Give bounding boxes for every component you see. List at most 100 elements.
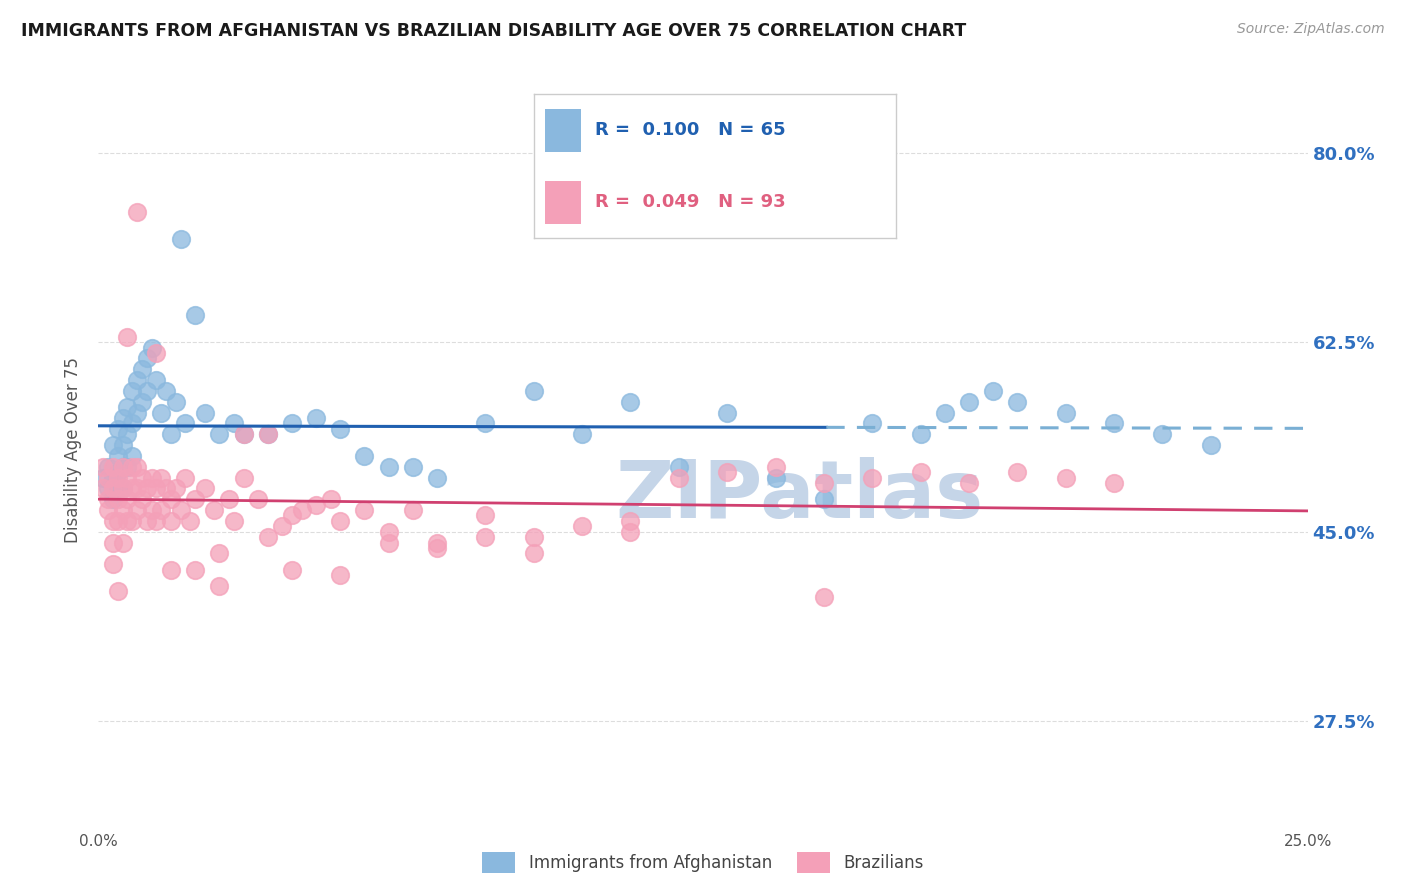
Point (981, 384, 1004, 398)
Point (111, 535, 134, 549)
Point (174, 417, 197, 431)
Point (934, 405, 956, 419)
Point (523, 546, 546, 560)
Point (97, 503, 120, 517)
Point (155, 481, 177, 495)
Point (141, 470, 163, 484)
Point (111, 459, 134, 474)
Point (813, 475, 835, 490)
Point (121, 514, 143, 528)
Point (174, 470, 197, 484)
Point (117, 400, 139, 414)
Point (97, 470, 120, 484)
Point (765, 459, 787, 474)
Point (910, 427, 932, 442)
Point (716, 465, 738, 479)
Point (111, 459, 134, 474)
Point (101, 470, 124, 484)
Y-axis label: Disability Age Over 75: Disability Age Over 75 (65, 358, 83, 543)
Point (141, 503, 163, 517)
Point (145, 514, 167, 528)
Point (101, 438, 124, 452)
Point (145, 481, 167, 495)
Point (619, 514, 641, 528)
Point (232, 470, 254, 484)
Point (101, 481, 124, 495)
Point (222, 417, 245, 431)
Point (107, 449, 129, 463)
Point (127, 459, 149, 474)
Text: Source: ZipAtlas.com: Source: ZipAtlas.com (1237, 22, 1385, 37)
Point (222, 514, 245, 528)
Point (107, 514, 129, 528)
Point (319, 492, 342, 507)
Point (474, 530, 496, 544)
Point (111, 411, 134, 425)
Point (860, 417, 883, 431)
Point (619, 394, 641, 409)
Point (194, 481, 217, 495)
Point (97, 481, 120, 495)
Point (329, 422, 352, 436)
Point (402, 459, 425, 474)
Point (281, 417, 304, 431)
Point (194, 405, 217, 419)
Point (208, 579, 231, 593)
Point (329, 568, 352, 582)
Point (150, 503, 173, 517)
Point (910, 465, 932, 479)
Point (474, 508, 496, 523)
Point (160, 427, 183, 442)
Point (271, 519, 294, 533)
Legend: Immigrants from Afghanistan, Brazilians: Immigrants from Afghanistan, Brazilians (475, 846, 931, 880)
Point (101, 459, 124, 474)
Point (169, 232, 191, 246)
Point (813, 590, 835, 604)
Point (1054, 405, 1077, 419)
Point (208, 546, 231, 560)
Point (127, 503, 149, 517)
Point (111, 438, 134, 452)
Point (957, 394, 980, 409)
Point (135, 481, 157, 495)
Point (101, 492, 124, 507)
Point (121, 459, 143, 474)
Point (256, 427, 278, 442)
Point (107, 481, 129, 495)
Point (160, 492, 183, 507)
Point (290, 503, 312, 517)
Point (127, 405, 149, 419)
Point (329, 514, 352, 528)
Point (619, 524, 641, 539)
Point (232, 427, 254, 442)
Point (1007, 465, 1029, 479)
Point (305, 498, 328, 512)
Point (208, 427, 231, 442)
Point (232, 427, 254, 442)
Point (218, 492, 240, 507)
Point (184, 492, 207, 507)
Point (160, 563, 183, 577)
Point (353, 503, 375, 517)
Point (111, 503, 134, 517)
Point (91, 470, 114, 484)
Point (135, 514, 157, 528)
Point (256, 530, 278, 544)
Point (145, 373, 167, 387)
Point (247, 492, 270, 507)
Point (165, 481, 187, 495)
Point (160, 514, 183, 528)
Point (135, 384, 157, 398)
Point (1007, 394, 1029, 409)
Point (353, 449, 375, 463)
Point (117, 459, 139, 474)
Point (131, 362, 153, 376)
Point (121, 417, 143, 431)
Point (107, 422, 129, 436)
Point (474, 417, 496, 431)
Point (281, 508, 304, 523)
Point (716, 405, 738, 419)
Point (377, 535, 399, 549)
Point (523, 530, 546, 544)
Point (127, 481, 149, 495)
